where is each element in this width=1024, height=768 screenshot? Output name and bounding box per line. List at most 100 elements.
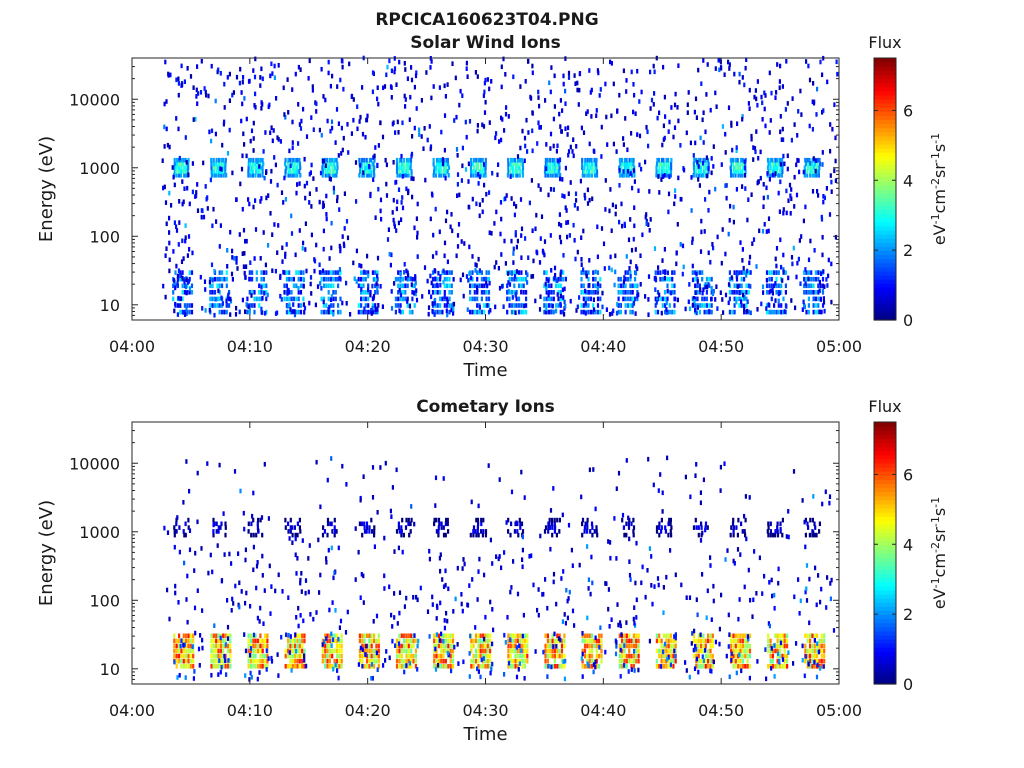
- heatmap-cell: [595, 169, 599, 174]
- heatmap-cell: [476, 666, 479, 672]
- heatmap-cell: [401, 120, 404, 126]
- heatmap-cell: [645, 212, 648, 217]
- heatmap-cell: [261, 648, 264, 654]
- heatmap-cell: [196, 64, 199, 69]
- heatmap-cell: [821, 283, 825, 289]
- heatmap-cell: [560, 664, 564, 669]
- heatmap-cell: [445, 157, 448, 163]
- heatmap-cell: [215, 173, 218, 178]
- heatmap-cell: [712, 245, 715, 251]
- heatmap-cell: [449, 638, 452, 644]
- heatmap-cell: [586, 109, 589, 114]
- heatmap-cell: [731, 147, 734, 153]
- colorbar-strip: [874, 115, 896, 120]
- heatmap-cell: [482, 648, 485, 654]
- heatmap-cell: [712, 144, 715, 149]
- heatmap-cell: [564, 56, 567, 61]
- heatmap-cell: [659, 296, 662, 302]
- heatmap-cell: [405, 169, 408, 174]
- heatmap-cell: [210, 664, 213, 669]
- heatmap-cell: [222, 653, 225, 659]
- heatmap-cell: [488, 120, 491, 125]
- heatmap-cell: [456, 244, 460, 249]
- heatmap-cell: [507, 653, 510, 659]
- heatmap-cell: [815, 158, 818, 163]
- heatmap-cell: [301, 633, 304, 639]
- heatmap-cell: [522, 290, 525, 295]
- heatmap-cell: [470, 648, 473, 654]
- heatmap-cell: [736, 161, 740, 167]
- heatmap-cell: [746, 653, 749, 659]
- heatmap-cell: [739, 240, 742, 245]
- heatmap-cell: [252, 532, 255, 538]
- heatmap-cell: [255, 169, 258, 174]
- heatmap-cell: [243, 270, 246, 276]
- heatmap-cell: [637, 658, 640, 664]
- heatmap-cell: [662, 658, 665, 664]
- heatmap-cell: [562, 73, 565, 79]
- heatmap-cell: [284, 197, 287, 202]
- heatmap-cell: [708, 309, 711, 314]
- heatmap-cell: [809, 664, 812, 669]
- heatmap-cell: [630, 638, 633, 644]
- heatmap-cell: [694, 157, 698, 163]
- heatmap-cell: [779, 640, 783, 646]
- heatmap-cell: [705, 290, 708, 295]
- heatmap-cell: [367, 309, 370, 315]
- heatmap-cell: [259, 633, 262, 639]
- heatmap-cell: [447, 664, 450, 669]
- heatmap-cell: [356, 126, 359, 132]
- colorbar-strip: [874, 270, 896, 276]
- heatmap-cell: [416, 201, 419, 207]
- heatmap-cell: [632, 638, 635, 644]
- heatmap-cell: [442, 279, 445, 285]
- heatmap-cell: [757, 179, 760, 185]
- heatmap-cell: [284, 251, 287, 257]
- heatmap-cell: [734, 653, 737, 659]
- heatmap-cell: [443, 147, 446, 153]
- heatmap-cell: [632, 525, 636, 530]
- heatmap-cell: [510, 489, 514, 495]
- heatmap-cell: [779, 165, 782, 171]
- heatmap-cell: [771, 172, 774, 178]
- heatmap-cell: [228, 303, 231, 308]
- heatmap-cell: [413, 633, 416, 638]
- heatmap-cell: [298, 638, 301, 644]
- heatmap-cell: [433, 664, 436, 669]
- heatmap-cell: [625, 78, 628, 83]
- heatmap-cell: [399, 271, 402, 277]
- heatmap-cell: [259, 653, 262, 659]
- heatmap-cell: [559, 296, 562, 302]
- heatmap-cell: [295, 270, 298, 275]
- heatmap-cell: [734, 638, 737, 644]
- heatmap-cell: [256, 525, 259, 530]
- heatmap-cell: [249, 138, 252, 144]
- heatmap-cell: [173, 659, 176, 665]
- heatmap-cell: [294, 648, 297, 654]
- heatmap-cell: [308, 300, 311, 306]
- heatmap-cell: [574, 191, 578, 197]
- heatmap-cell: [595, 653, 598, 659]
- heatmap-cell: [834, 234, 837, 240]
- heatmap-cell: [632, 653, 635, 659]
- heatmap-cell: [288, 650, 291, 655]
- heatmap-cell: [220, 665, 223, 670]
- heatmap-cell: [526, 272, 529, 277]
- heatmap-cell: [331, 125, 334, 131]
- heatmap-cell: [186, 185, 189, 191]
- heatmap-cell: [704, 643, 707, 649]
- heatmap-cell: [216, 296, 219, 302]
- heatmap-cell: [817, 309, 820, 315]
- heatmap-cell: [441, 309, 444, 315]
- heatmap-cell: [771, 287, 774, 293]
- heatmap-cell: [247, 633, 250, 639]
- heatmap-cell: [691, 240, 694, 245]
- heatmap-cell: [667, 643, 670, 649]
- heatmap-cell: [662, 633, 665, 639]
- heatmap-cell: [339, 77, 342, 83]
- heatmap-cell: [816, 633, 819, 639]
- heatmap-cell: [222, 633, 225, 639]
- heatmap-cell: [365, 648, 369, 654]
- heatmap-cell: [554, 165, 557, 171]
- heatmap-cell: [816, 161, 819, 167]
